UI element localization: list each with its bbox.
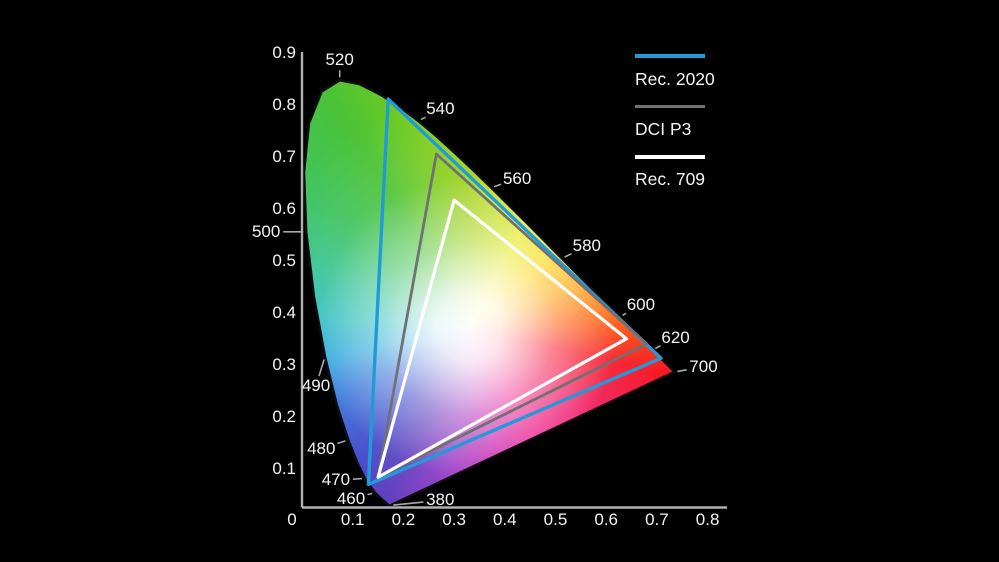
x-tick-label-0.6: 0.6 [594, 510, 619, 529]
x-tick-label-0.7: 0.7 [645, 510, 669, 529]
x-tick-label-0.1: 0.1 [340, 510, 365, 529]
spectral-locus-outline [302, 79, 676, 507]
y-tick-label-0.3: 0.3 [272, 354, 296, 374]
x-tick-label-0.2: 0.2 [391, 510, 416, 529]
wavelength-label-500: 500 [251, 221, 281, 241]
wavelength-tick-620 [654, 344, 661, 350]
wavelength-label-380: 380 [426, 490, 455, 510]
wavelength-label-490: 490 [301, 375, 331, 395]
x-tick-label-0.8: 0.8 [695, 510, 720, 529]
wavelength-label-520: 520 [325, 50, 354, 70]
wavelength-tick-480 [337, 440, 346, 445]
y-tick-label-0.9: 0.9 [272, 43, 296, 63]
gamut-triangle-rec-709 [376, 198, 629, 479]
wavelength-label-560: 560 [502, 168, 532, 188]
gamut-triangle-dci-p3 [376, 152, 649, 479]
wavelength-label-540: 540 [426, 99, 455, 119]
wavelength-tick-600 [622, 312, 627, 317]
wavelength-tick-560 [493, 183, 502, 188]
wavelength-label-460: 460 [336, 488, 366, 508]
wavelength-tick-700 [677, 369, 687, 373]
x-tick-label-0.3: 0.3 [442, 510, 466, 529]
wavelength-label-600: 600 [626, 294, 656, 314]
x-tick-label-0.5: 0.5 [543, 510, 568, 529]
legend-label-dci-p3: DCI P3 [635, 119, 692, 139]
gamut-triangles [366, 97, 663, 487]
y-tick-label-0.1: 0.1 [272, 458, 296, 478]
gamut-triangle-rec-2020 [366, 97, 663, 487]
wavelength-label-580: 580 [572, 236, 602, 256]
wavelength-label-620: 620 [661, 327, 690, 347]
wavelength-tick-380 [393, 501, 424, 506]
y-tick-label-0.7: 0.7 [272, 146, 296, 166]
wavelength-label-480: 480 [307, 438, 336, 458]
wavelength-tick-470 [352, 477, 362, 480]
x-tick-label-0.4: 0.4 [492, 510, 517, 529]
legend: Rec. 2020 DCI P3 Rec. 709 [635, 0, 765, 200]
y-tick-label-0.2: 0.2 [272, 406, 296, 426]
y-tick-label-0.6: 0.6 [272, 198, 296, 218]
wavelength-label-470: 470 [321, 470, 351, 490]
wavelength-tick-460 [367, 492, 373, 496]
legend-line-rec-2020 [635, 54, 705, 58]
legend-label-rec-2020: Rec. 2020 [635, 69, 715, 89]
wavelength-tick-580 [564, 252, 572, 258]
leader-lines [283, 70, 687, 506]
y-tick-label-0.5: 0.5 [272, 250, 296, 270]
y-tick-label-0.4: 0.4 [272, 302, 296, 322]
wavelength-tick-540 [420, 116, 426, 121]
legend-line-dci-p3 [635, 105, 705, 108]
x-tick-label-0: 0 [287, 510, 297, 529]
legend-line-rec-709 [635, 155, 705, 159]
legend-label-rec-709: Rec. 709 [635, 169, 706, 189]
y-tick-label-0.8: 0.8 [272, 94, 296, 114]
wavelength-tick-490 [318, 359, 325, 377]
wavelength-label-700: 700 [689, 356, 718, 376]
